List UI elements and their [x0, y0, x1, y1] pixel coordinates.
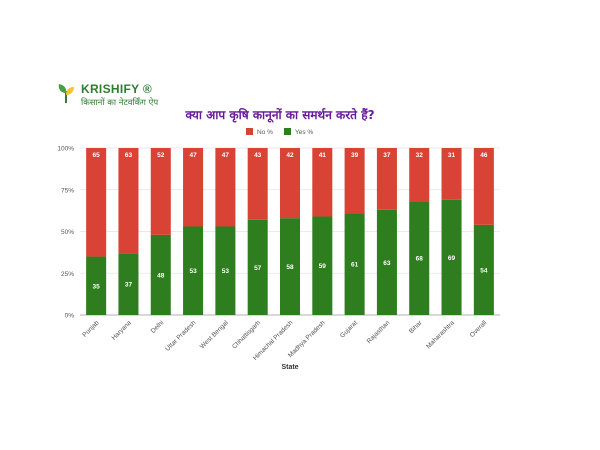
bar-yes [376, 209, 397, 315]
bar-no [183, 148, 204, 227]
data-label-no: 47 [222, 152, 230, 159]
data-label-no: 65 [93, 152, 101, 159]
data-label-no: 41 [319, 152, 327, 159]
x-tick-label: Maharashtra [425, 319, 456, 350]
data-label-no: 37 [383, 152, 391, 159]
data-label-yes: 37 [125, 282, 133, 289]
y-axis: 0% 25% 50% 75% 100% [57, 146, 74, 320]
x-tick-label: Punjab [81, 319, 101, 339]
data-label-yes: 59 [319, 263, 327, 270]
legend-label-yes: Yes % [295, 129, 313, 136]
bar-no [473, 148, 494, 225]
data-label-yes: 48 [157, 272, 165, 279]
data-label-no: 46 [480, 152, 488, 159]
x-tick-label: Bihar [408, 319, 424, 335]
bar-yes [473, 224, 494, 315]
data-label-no: 52 [157, 152, 165, 159]
bar-no [344, 148, 365, 214]
y-tick-label: 50% [61, 229, 74, 236]
x-tick-label: West Bengal [199, 319, 230, 350]
legend-swatch-yes [284, 128, 291, 135]
data-label-yes: 53 [222, 268, 230, 275]
data-label-yes: 63 [383, 260, 391, 267]
data-label-no: 42 [286, 152, 294, 159]
data-label-no: 63 [125, 152, 133, 159]
bar-no [279, 148, 301, 219]
y-tick-label: 75% [61, 187, 74, 194]
bar-no [247, 148, 268, 220]
bar-yes [118, 253, 139, 315]
x-tick-label: Delhi [150, 319, 165, 334]
x-tick-label: Rajasthan [366, 319, 392, 345]
bar-no [409, 148, 430, 202]
bar-no [441, 148, 462, 200]
data-label-yes: 57 [254, 265, 262, 272]
data-label-yes: 61 [351, 262, 359, 269]
y-tick-label: 100% [57, 146, 74, 153]
data-label-yes: 58 [286, 264, 294, 271]
data-label-yes: 54 [480, 267, 488, 274]
bar-yes [344, 213, 365, 315]
x-tick-label: Overall [469, 319, 489, 339]
bar-no [86, 148, 107, 257]
chart-title: क्या आप कृषि कानूनों का समर्थन करते हैं? [185, 108, 375, 122]
krishify-logo: KRISHIFY ® किसानों का नेटवर्किंग ऐप [56, 82, 158, 108]
x-tick-label: Uttar Pradesh [164, 319, 198, 353]
bar-no [150, 148, 171, 235]
bar-no [118, 148, 139, 254]
bar-yes [312, 216, 333, 315]
data-label-no: 43 [254, 152, 262, 159]
x-tick-label: Haryana [111, 319, 134, 342]
chart-legend: No % Yes % [246, 128, 313, 136]
y-tick-label: 25% [61, 271, 74, 278]
sprout-icon [58, 84, 74, 103]
data-label-no: 31 [448, 152, 456, 159]
brand-name: KRISHIFY ® [81, 82, 152, 96]
data-label-yes: 68 [416, 256, 424, 263]
y-tick-label: 0% [65, 313, 75, 320]
bar-yes [441, 199, 462, 315]
data-label-yes: 69 [448, 255, 456, 262]
bar-no [376, 148, 397, 210]
data-label-no: 32 [416, 152, 424, 159]
bar-yes [183, 226, 204, 315]
bar-yes [409, 201, 430, 315]
data-label-yes: 53 [189, 268, 197, 275]
data-label-no: 39 [351, 152, 359, 159]
x-tick-label: Chhattisgarh [231, 319, 262, 350]
data-label-yes: 35 [93, 283, 101, 290]
bar-yes [150, 234, 171, 315]
bars: 65 35 63 37 52 48 47 53 47 53 43 57 42 58 41 59 39 61 37 63… [86, 148, 494, 315]
legend-label-no: No % [257, 129, 273, 136]
bar-yes [86, 256, 107, 315]
bar-yes [279, 218, 301, 315]
data-label-no: 47 [189, 152, 197, 159]
bar-no [312, 148, 333, 217]
brand-tagline: किसानों का नेटवर्किंग ऐप [81, 98, 159, 108]
bar-no [215, 148, 236, 227]
bar-yes [215, 226, 236, 315]
bar-yes [247, 219, 268, 315]
x-axis-title: State [281, 364, 298, 371]
legend-swatch-no [246, 128, 253, 135]
x-tick-label: Gujarat [339, 319, 359, 339]
